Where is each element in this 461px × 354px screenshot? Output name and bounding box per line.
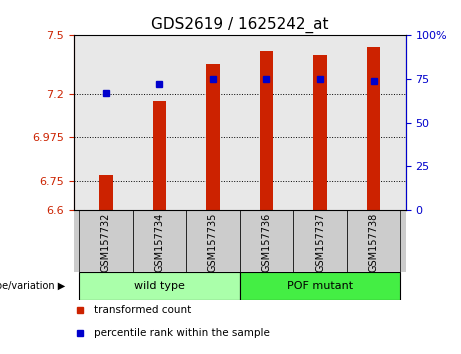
Bar — [153, 101, 166, 210]
Bar — [133, 210, 186, 272]
Text: POF mutant: POF mutant — [287, 281, 353, 291]
Text: GSM157735: GSM157735 — [208, 213, 218, 272]
Text: wild type: wild type — [134, 281, 185, 291]
Text: GSM157736: GSM157736 — [261, 213, 272, 272]
Bar — [240, 272, 400, 300]
Bar — [206, 64, 219, 210]
Bar — [293, 210, 347, 272]
Bar — [186, 210, 240, 272]
Bar — [347, 210, 400, 272]
Bar — [79, 210, 133, 272]
Text: GSM157738: GSM157738 — [368, 213, 378, 272]
Text: percentile rank within the sample: percentile rank within the sample — [94, 328, 270, 338]
Text: genotype/variation ▶: genotype/variation ▶ — [0, 281, 66, 291]
Bar — [313, 55, 327, 210]
Title: GDS2619 / 1625242_at: GDS2619 / 1625242_at — [151, 16, 329, 33]
Text: GSM157732: GSM157732 — [101, 213, 111, 272]
Bar — [99, 175, 112, 210]
Text: GSM157737: GSM157737 — [315, 213, 325, 272]
Text: GSM157734: GSM157734 — [154, 213, 165, 272]
Bar — [240, 210, 293, 272]
Bar — [260, 51, 273, 210]
Bar — [367, 47, 380, 210]
Text: transformed count: transformed count — [94, 304, 191, 315]
Bar — [79, 272, 240, 300]
